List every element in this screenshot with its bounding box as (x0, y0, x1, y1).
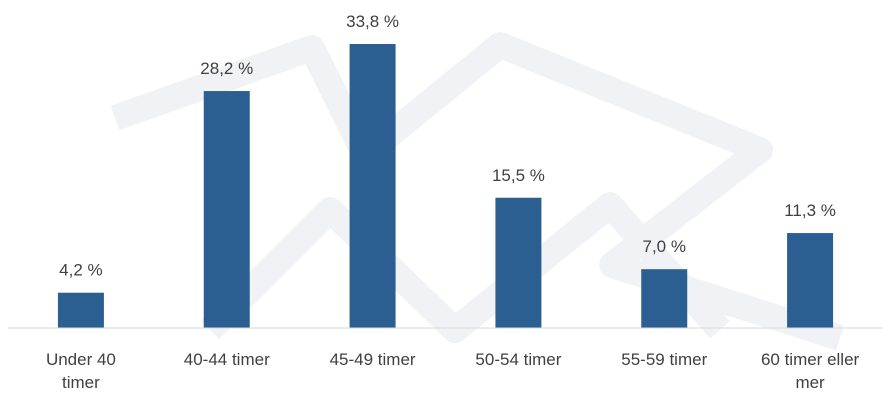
bar-1 (57, 292, 104, 328)
x-tick-label-line: timer (62, 373, 100, 392)
data-label-1: 4,2 % (59, 261, 102, 280)
x-tick-label-3: 45-49 timer (330, 350, 416, 369)
data-label-5: 7,0 % (643, 237, 686, 256)
bar-5 (641, 269, 688, 328)
bar-2 (203, 91, 250, 328)
data-label-2: 28,2 % (200, 59, 253, 78)
x-tick-label-2: 40-44 timer (184, 350, 270, 369)
x-tick-labels-layer: Under 40 timer 40-44 timer 45-49 timer 50-54… (46, 350, 860, 392)
x-tick-label-4: 50-54 timer (475, 350, 561, 369)
x-tick-label-line: mer (795, 373, 825, 392)
x-tick-label-line: 45-49 timer (330, 350, 416, 369)
x-tick-label-line: 55-59 timer (621, 350, 707, 369)
x-tick-label-line: 50-54 timer (475, 350, 561, 369)
background-watermark (110, 32, 844, 351)
x-tick-label-line: Under 40 (46, 350, 116, 369)
x-tick-label-1: Under 40 timer (46, 350, 116, 392)
x-tick-label-line: 40-44 timer (184, 350, 270, 369)
bar-6 (787, 233, 834, 328)
data-label-4: 15,5 % (492, 166, 545, 185)
x-tick-label-5: 55-59 timer (621, 350, 707, 369)
x-tick-label-6: 60 timer eller mer (761, 350, 860, 392)
data-label-6: 11,3 % (784, 201, 836, 220)
bars-layer (57, 44, 834, 328)
bar-4 (495, 197, 542, 328)
x-tick-label-line: 60 timer eller (761, 350, 860, 369)
data-label-3: 33,8 % (346, 12, 399, 31)
bar-3 (349, 44, 396, 328)
data-labels-layer: 4,2 % 28,2 % 33,8 % 15,5 % 7,0 % 11,3 % (59, 12, 836, 280)
